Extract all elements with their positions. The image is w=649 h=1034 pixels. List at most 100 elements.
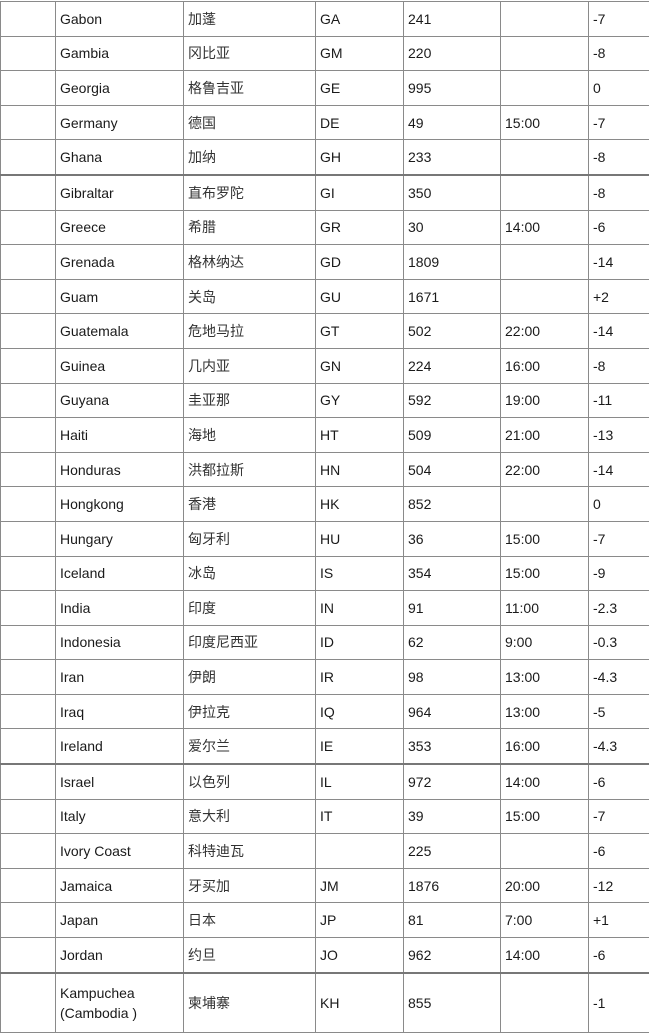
time: 22:00 — [501, 314, 589, 349]
phone-code: 964 — [404, 694, 501, 729]
blank-cell — [1, 175, 56, 210]
chinese-name: 科特迪瓦 — [184, 834, 316, 869]
phone-code: 220 — [404, 36, 501, 71]
chinese-name: 以色列 — [184, 764, 316, 799]
time — [501, 487, 589, 522]
country-code: IN — [316, 591, 404, 626]
country-name: Hungary — [56, 521, 184, 556]
phone-code: 855 — [404, 973, 501, 1033]
time: 21:00 — [501, 418, 589, 453]
phone-code: 30 — [404, 210, 501, 245]
phone-code: 502 — [404, 314, 501, 349]
time: 7:00 — [501, 903, 589, 938]
country-name: Ivory Coast — [56, 834, 184, 869]
blank-cell — [1, 556, 56, 591]
country-name: Iceland — [56, 556, 184, 591]
country-name: Haiti — [56, 418, 184, 453]
chinese-name: 加蓬 — [184, 2, 316, 37]
phone-code: 81 — [404, 903, 501, 938]
phone-code: 995 — [404, 71, 501, 106]
phone-code: 504 — [404, 452, 501, 487]
chinese-name: 冈比亚 — [184, 36, 316, 71]
blank-cell — [1, 140, 56, 175]
time-difference: -5 — [589, 694, 649, 729]
time — [501, 834, 589, 869]
chinese-name: 匈牙利 — [184, 521, 316, 556]
blank-cell — [1, 418, 56, 453]
country-code: IR — [316, 660, 404, 695]
country-code: GE — [316, 71, 404, 106]
time-difference: -8 — [589, 140, 649, 175]
phone-code: 592 — [404, 383, 501, 418]
phone-code: 1671 — [404, 279, 501, 314]
chinese-name: 格鲁吉亚 — [184, 71, 316, 106]
time-difference: -4.3 — [589, 729, 649, 764]
country-code: DE — [316, 105, 404, 140]
country-name: Ghana — [56, 140, 184, 175]
phone-code: 962 — [404, 938, 501, 973]
chinese-name: 危地马拉 — [184, 314, 316, 349]
country-code: HK — [316, 487, 404, 522]
time: 11:00 — [501, 591, 589, 626]
country-name: Grenada — [56, 245, 184, 280]
country-code: HU — [316, 521, 404, 556]
blank-cell — [1, 314, 56, 349]
time-difference: -11 — [589, 383, 649, 418]
country-code: JM — [316, 868, 404, 903]
chinese-name: 约旦 — [184, 938, 316, 973]
time-difference: +2 — [589, 279, 649, 314]
country-name: Jordan — [56, 938, 184, 973]
country-code: IS — [316, 556, 404, 591]
country-code: GI — [316, 175, 404, 210]
time-difference: -2.3 — [589, 591, 649, 626]
phone-code: 1809 — [404, 245, 501, 280]
country-code: HN — [316, 452, 404, 487]
country-name: Guinea — [56, 348, 184, 383]
phone-code: 852 — [404, 487, 501, 522]
country-name: Iran — [56, 660, 184, 695]
country-name: Gibraltar — [56, 175, 184, 210]
blank-cell — [1, 487, 56, 522]
blank-cell — [1, 938, 56, 973]
blank-cell — [1, 279, 56, 314]
country-name: Jamaica — [56, 868, 184, 903]
blank-cell — [1, 245, 56, 280]
time — [501, 2, 589, 37]
country-code: GY — [316, 383, 404, 418]
chinese-name: 冰岛 — [184, 556, 316, 591]
phone-code: 241 — [404, 2, 501, 37]
time: 15:00 — [501, 105, 589, 140]
time-difference: -8 — [589, 348, 649, 383]
chinese-name: 洪都拉斯 — [184, 452, 316, 487]
country-code: IL — [316, 764, 404, 799]
phone-code: 350 — [404, 175, 501, 210]
time: 13:00 — [501, 694, 589, 729]
blank-cell — [1, 383, 56, 418]
time-difference: -1 — [589, 973, 649, 1033]
time-difference: -8 — [589, 175, 649, 210]
chinese-name: 日本 — [184, 903, 316, 938]
phone-code: 36 — [404, 521, 501, 556]
chinese-name: 直布罗陀 — [184, 175, 316, 210]
country-name: Kampuchea (Cambodia ) — [56, 973, 184, 1033]
time: 15:00 — [501, 521, 589, 556]
country-name: India — [56, 591, 184, 626]
time-difference: -7 — [589, 105, 649, 140]
time: 22:00 — [501, 452, 589, 487]
time-difference: -14 — [589, 452, 649, 487]
country-name: Hongkong — [56, 487, 184, 522]
